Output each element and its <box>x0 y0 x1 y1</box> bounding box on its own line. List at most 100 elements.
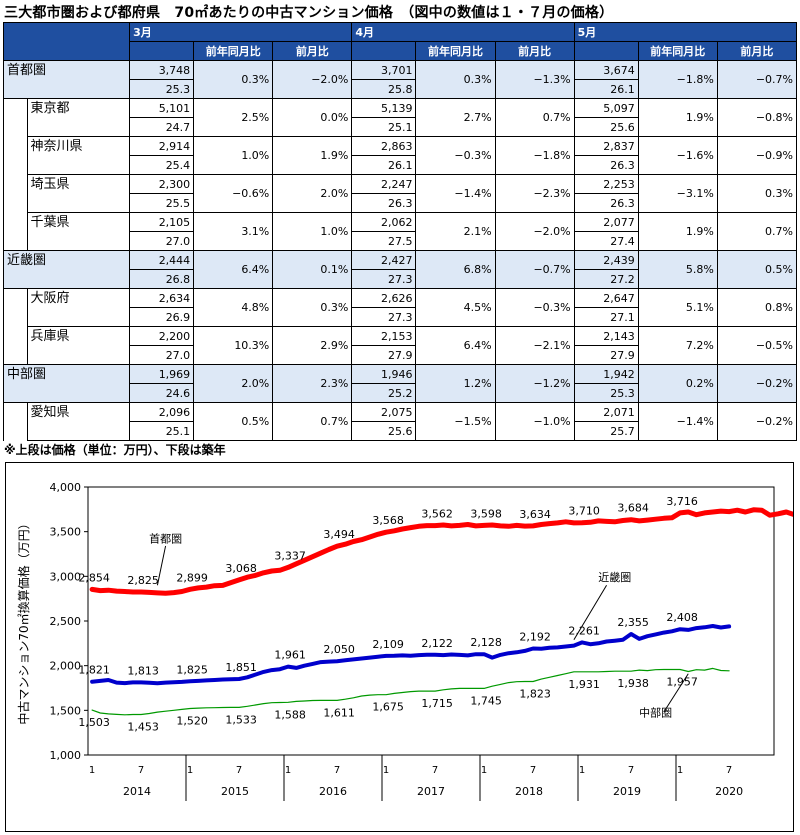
mom-cell: −1.3% <box>494 60 575 99</box>
age-cell: 26.3 <box>573 155 639 175</box>
price-cell: 2,200 <box>129 326 195 346</box>
yoy-cell: 6.4% <box>415 326 496 365</box>
data-label: 1,813 <box>127 664 159 677</box>
yoy-cell: 4.5% <box>415 288 496 327</box>
blank-header <box>351 41 417 61</box>
data-label: 2,825 <box>127 574 159 587</box>
table-note: ※上段は価格（単位：万円）、下段は築年 <box>4 443 226 457</box>
price-line-chart: 1,000 1,500 2,000 2,500 3,000 3,500 4,000 中古マンシ… <box>16 481 800 801</box>
price-cell: 2,071 <box>573 402 639 422</box>
mom-cell: 2.9% <box>272 326 353 365</box>
age-cell: 24.7 <box>129 117 195 137</box>
year-label: 2015 <box>221 785 249 798</box>
table-row-age: 27.0 27.9 27.9 <box>4 345 797 365</box>
region-label-lower <box>2 269 131 289</box>
month-tick-label: 1 <box>285 765 291 776</box>
y-tick-label: 1,000 <box>50 749 82 762</box>
month-tick-label: 7 <box>628 765 634 776</box>
month-tick-label: 7 <box>138 765 144 776</box>
y-tick-label: 2,000 <box>50 660 82 673</box>
prefecture-label: 千葉県 <box>26 212 131 232</box>
yoy-cell: −0.3% <box>415 136 496 175</box>
table-row-age: 24.7 25.1 25.6 <box>4 117 797 137</box>
data-label: 3,684 <box>617 502 649 515</box>
price-cell: 2,153 <box>351 326 417 346</box>
yoy-cell: 0.3% <box>415 60 496 99</box>
table-row: 千葉県 2,105 3.1% 1.0% 2,062 2.1% −2.0% 2,077 1.9% 0… <box>3 212 798 251</box>
data-label: 1,533 <box>225 713 257 726</box>
month-header: 5月 <box>573 22 798 42</box>
table-row-age: 25.4 26.1 26.3 <box>4 155 797 175</box>
prefecture-label: 神奈川県 <box>26 136 131 156</box>
mom-cell: 0.1% <box>272 250 353 289</box>
region-label: 首都圏 <box>2 60 131 80</box>
price-cell: 1,946 <box>351 364 417 384</box>
month-header: 4月 <box>351 22 575 42</box>
table-row: 近畿圏 2,444 6.4% 0.1% 2,427 6.8% −0.7% 2,439 5.8% 0… <box>2 250 798 289</box>
price-cell: 2,143 <box>573 326 639 346</box>
indent-cell <box>3 402 28 441</box>
age-cell: 25.5 <box>129 193 195 213</box>
age-cell: 26.8 <box>129 269 195 289</box>
price-cell: 3,701 <box>351 60 417 80</box>
age-cell: 25.1 <box>351 117 417 137</box>
mom-cell: 0.3% <box>716 174 798 213</box>
mom-cell: −2.0% <box>494 212 575 251</box>
price-cell: 3,748 <box>129 60 195 80</box>
yoy-cell: 4.8% <box>193 288 274 327</box>
data-label: 2,192 <box>519 631 551 644</box>
data-label: 1,961 <box>274 649 306 662</box>
yoy-cell: 0.2% <box>637 364 718 403</box>
age-cell: 26.1 <box>351 155 417 175</box>
mom-cell: −1.2% <box>494 364 575 403</box>
mom-cell: 0.0% <box>272 98 353 137</box>
data-label: 3,568 <box>372 514 404 527</box>
price-cell: 2,863 <box>351 136 417 156</box>
mom-cell: −0.7% <box>716 60 798 99</box>
yoy-cell: −1.4% <box>637 402 718 441</box>
series-name-label: 近畿圏 <box>598 570 631 584</box>
data-label: 2,408 <box>666 611 698 624</box>
age-cell: 25.3 <box>573 383 639 403</box>
age-cell: 25.6 <box>351 421 417 441</box>
price-cell: 2,247 <box>351 174 417 194</box>
data-label: 3,710 <box>568 505 600 518</box>
yoy-cell: 1.9% <box>637 98 718 137</box>
data-label: 2,854 <box>78 571 110 584</box>
header-corner <box>2 22 131 61</box>
subheader: 前年同月比 <box>415 41 496 61</box>
age-cell: 27.9 <box>573 345 639 365</box>
yoy-cell: −1.8% <box>637 60 718 99</box>
prefecture-label-lower <box>26 421 131 441</box>
month-tick-label: 7 <box>432 765 438 776</box>
table-row: 東京都 5,101 2.5% 0.0% 5,139 2.7% 0.7% 5,097 1.9% −0… <box>3 98 798 137</box>
yoy-cell: −3.1% <box>637 174 718 213</box>
prefecture-label: 東京都 <box>26 98 131 118</box>
price-cell: 5,097 <box>573 98 639 118</box>
age-cell: 27.2 <box>573 269 639 289</box>
y-axis-label: 中古マンション70㎡換算価格（万円） <box>16 517 31 724</box>
price-cell: 1,942 <box>573 364 639 384</box>
mom-cell: −0.3% <box>494 288 575 327</box>
price-cell: 2,075 <box>351 402 417 422</box>
mom-cell: −1.0% <box>494 402 575 441</box>
price-cell: 2,300 <box>129 174 195 194</box>
mom-cell: −0.2% <box>716 364 798 403</box>
price-cell: 1,969 <box>129 364 195 384</box>
blank-header <box>573 41 639 61</box>
data-label: 3,068 <box>225 562 257 575</box>
series-line-2 <box>90 624 732 686</box>
age-cell: 26.3 <box>573 193 639 213</box>
mom-cell: 0.7% <box>272 402 353 441</box>
table-row-age: 25.1 25.6 25.7 <box>4 421 797 441</box>
region-label-lower <box>2 79 131 99</box>
series-callout-line <box>573 585 608 641</box>
series-callout-line <box>156 545 167 586</box>
data-label: 1,938 <box>617 677 649 690</box>
age-cell: 25.2 <box>351 383 417 403</box>
age-cell: 26.3 <box>351 193 417 213</box>
age-cell: 27.4 <box>573 231 639 251</box>
indent-cell <box>3 326 28 365</box>
price-cell: 5,101 <box>129 98 195 118</box>
price-cell: 2,096 <box>129 402 195 422</box>
